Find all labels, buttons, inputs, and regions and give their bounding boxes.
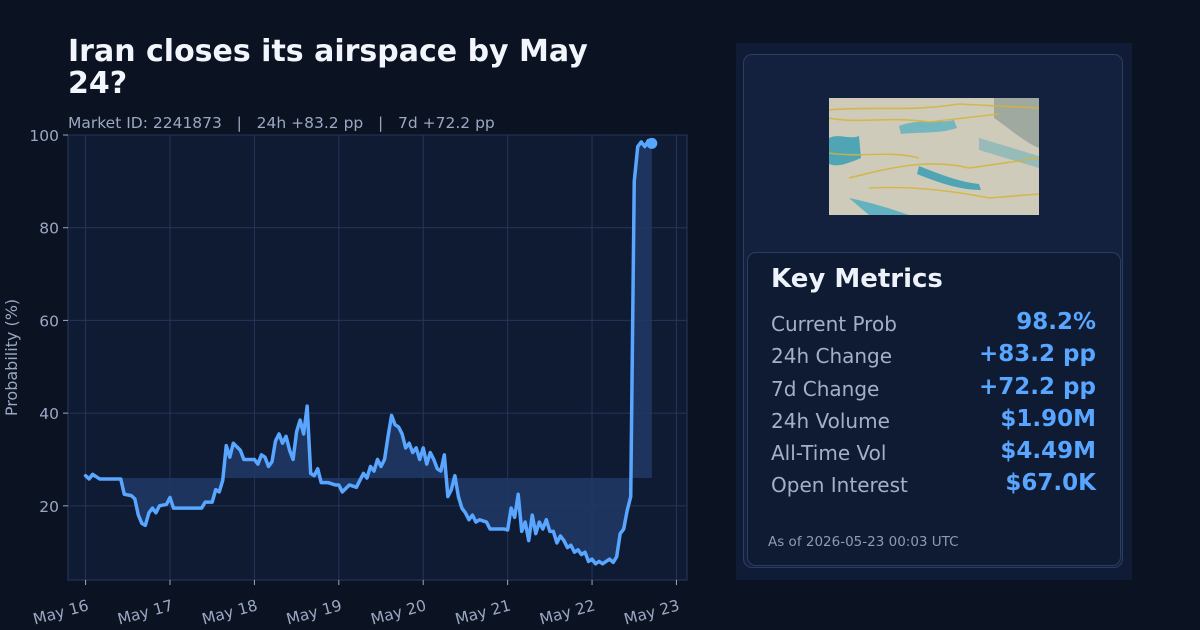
metric-label: Current Prob (771, 312, 897, 336)
metric-label: 24h Change (771, 344, 893, 368)
metric-row-current-prob: Current Prob 98.2% (771, 309, 1096, 342)
metric-label: All-Time Vol (771, 441, 887, 465)
metric-row-open-interest: Open Interest $67.0K (771, 470, 1096, 503)
last-point-marker (646, 137, 658, 149)
metric-label: 24h Volume (771, 409, 890, 433)
probability-chart: May 16 May 17 May 18 May 19 May 20 May 21 May … (2, 127, 688, 629)
metric-row-all-time-volume: All-Time Vol $4.49M (771, 438, 1096, 471)
metrics-title: Key Metrics (771, 264, 943, 294)
y-tick-label: 40 (39, 405, 59, 423)
x-tick-label: May 23 (622, 596, 681, 628)
metric-row-24h-volume: 24h Volume $1.90M (771, 406, 1096, 439)
x-tick-label: May 20 (369, 596, 428, 628)
y-tick-label: 80 (39, 220, 59, 238)
airspace-map-thumbnail (829, 98, 1039, 215)
metric-value: $67.0K (1005, 470, 1096, 496)
x-tick-label: May 18 (200, 596, 259, 628)
y-tick-label: 60 (39, 312, 59, 330)
metric-value: +72.2 pp (979, 374, 1096, 400)
metric-value: 98.2% (1016, 309, 1096, 335)
metric-value: +83.2 pp (979, 341, 1096, 367)
series-line (83, 138, 654, 566)
metric-value: $1.90M (1000, 406, 1096, 432)
y-tick-label: 20 (39, 498, 59, 516)
x-tick-label: May 22 (538, 596, 597, 628)
y-axis-label: Probability (%) (2, 299, 21, 416)
metric-label: Open Interest (771, 473, 908, 497)
y-tick-label: 100 (29, 127, 59, 145)
metric-row-7d-change: 7d Change +72.2 pp (771, 374, 1096, 407)
metrics-card (747, 252, 1121, 566)
x-tick-label: May 19 (284, 596, 343, 628)
x-tick-label: May 17 (116, 596, 175, 628)
as-of-timestamp: As of 2026-05-23 00:03 UTC (768, 534, 959, 550)
metric-row-24h-change: 24h Change +83.2 pp (771, 341, 1096, 374)
x-tick-label: May 16 (31, 596, 90, 628)
metric-value: $4.49M (1000, 438, 1096, 464)
metric-label: 7d Change (771, 377, 880, 401)
area-fill (85, 140, 652, 564)
x-tick-label: May 21 (453, 596, 512, 628)
market-subtitle: Market ID: 2241873 | 24h +83.2 pp | 7d +… (68, 114, 495, 132)
page-title: Iran closes its airspace by May 24? (68, 34, 588, 101)
